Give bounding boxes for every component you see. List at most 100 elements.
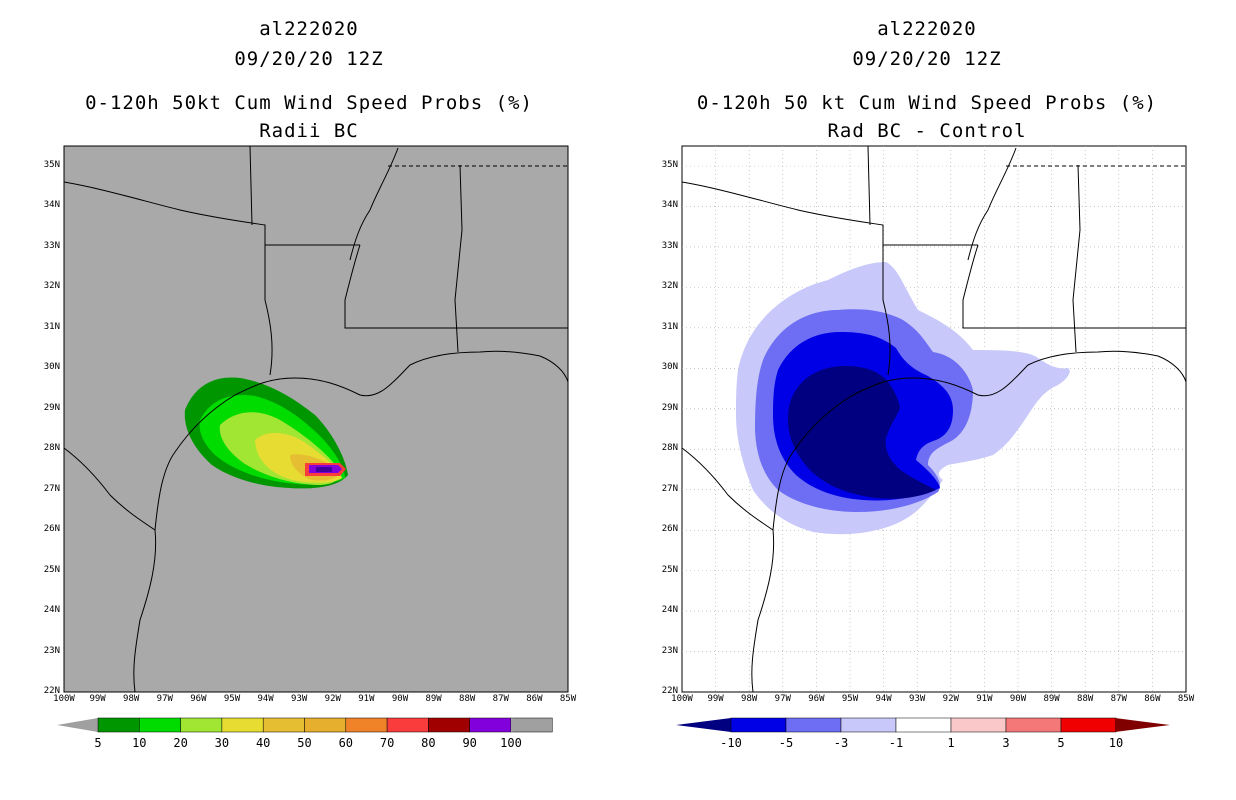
lon-label: 85W (1177, 694, 1195, 704)
diff-contour-minus10 (788, 366, 936, 499)
left-colorbar-label: 30 (214, 736, 230, 750)
lon-label: 93W (909, 694, 926, 704)
lat-label: 33N (43, 240, 60, 251)
lon-label: 92W (324, 694, 341, 704)
lat-label: 31N (43, 321, 60, 332)
left-date: 09/20/20 12Z (234, 48, 384, 70)
left-colorbar-label: 50 (297, 736, 312, 750)
lon-label: 87W (1110, 694, 1127, 704)
right-colorbar-box (840, 717, 897, 733)
gulf-coastline (681, 350, 1187, 693)
left-colorbar-label: 60 (338, 736, 354, 750)
left-colorbar-label: 70 (379, 736, 395, 750)
right-colorbar-low-arrow (676, 718, 731, 732)
left-colorbar-box (428, 717, 470, 733)
left-colorbar-label: 80 (421, 736, 436, 750)
right-colorbar-high-arrow (1115, 718, 1170, 732)
lat-label: 26N (43, 524, 60, 535)
left-colorbar-box (304, 717, 347, 733)
left-panel: al222020 09/20/20 12Z 0-120h 50kt Cum Wi… (43, 18, 577, 750)
lat-label: 25N (43, 564, 60, 575)
gulf-coastline (63, 350, 569, 693)
lon-label: 87W (492, 694, 509, 704)
left-map (63, 145, 569, 693)
right-storm-id: al222020 (877, 18, 977, 40)
right-colorbar-label: 10 (1108, 736, 1124, 750)
lon-label: 88W (1077, 694, 1094, 704)
lat-label: 28N (661, 443, 678, 454)
left-colorbar-box (469, 717, 512, 733)
lat-label: 27N (43, 483, 60, 494)
lon-label: 93W (291, 694, 308, 704)
left-colorbar-box (139, 717, 181, 733)
lon-label: 97W (774, 694, 791, 704)
right-colorbar (676, 717, 1170, 733)
right-colorbar-label: 3 (1002, 736, 1010, 750)
lat-label: 24N (661, 605, 678, 616)
lat-label: 22N (661, 686, 678, 696)
left-colorbar-label: 90 (462, 736, 477, 750)
lat-label: 30N (43, 362, 60, 373)
state-border-tx-la (882, 225, 891, 376)
left-colorbar-low-arrow (57, 718, 98, 732)
left-colorbar-label: 40 (255, 736, 271, 750)
lon-label: 91W (976, 694, 993, 704)
lat-label: 24N (43, 605, 60, 616)
left-colorbar-label: 20 (173, 736, 188, 750)
left-colorbar-box (180, 717, 223, 733)
left-colorbar-box (221, 717, 264, 733)
lat-label: 31N (661, 321, 678, 332)
lat-label: 32N (661, 281, 678, 292)
lat-label: 34N (661, 200, 678, 211)
lat-label: 27N (661, 483, 678, 494)
lon-label: 88W (459, 694, 476, 704)
state-border-tx-ok (63, 181, 360, 246)
lon-label: 86W (1144, 694, 1161, 704)
left-colorbar-label: 10 (132, 736, 147, 750)
lat-label: 34N (43, 200, 60, 211)
lat-label: 33N (661, 240, 678, 251)
lon-label: 97W (156, 694, 173, 704)
state-border-ar-la (962, 244, 1186, 329)
prob-contour-100 (316, 467, 332, 472)
state-border-ms-al (1072, 164, 1081, 353)
lon-label: 95W (223, 694, 241, 704)
lon-label: 94W (257, 694, 274, 704)
right-panel: al222020 09/20/20 12Z 0-120h 50 kt Cum W… (618, 0, 1236, 800)
left-colorbar-label: 100 (500, 736, 522, 750)
right-colorbar-label: -3 (833, 736, 849, 750)
lat-label: 22N (43, 686, 60, 696)
right-colorbar-label: 1 (947, 736, 955, 750)
lon-label: 96W (808, 694, 825, 704)
right-colorbar-label: -10 (720, 736, 742, 750)
lon-label: 95W (841, 694, 859, 704)
left-colorbar-box (386, 717, 429, 733)
left-colorbar-high-arrow (511, 718, 552, 732)
lon-label: 98W (741, 694, 758, 704)
lat-label: 29N (43, 402, 60, 413)
state-border-ms-al (454, 164, 463, 353)
lat-label: 23N (43, 645, 60, 656)
state-border-tx-ok (681, 181, 978, 246)
left-colorbar-box (97, 717, 140, 733)
right-colorbar-box (1005, 717, 1062, 733)
lat-label: 35N (661, 160, 678, 170)
left-colorbar-label: 5 (94, 736, 102, 750)
right-colorbar-label: 5 (1057, 736, 1065, 750)
lon-label: 85W (559, 694, 577, 704)
right-date: 09/20/20 12Z (852, 48, 1002, 70)
state-border-ar-la (344, 244, 568, 329)
lat-label: 28N (43, 443, 60, 454)
lat-label: 26N (661, 524, 678, 535)
left-colorbar-box (345, 717, 388, 733)
lon-label: 90W (391, 694, 409, 704)
state-border-fl (249, 145, 253, 226)
lon-label: 91W (358, 694, 375, 704)
right-colorbar-box (785, 717, 842, 733)
lat-label: 23N (661, 645, 678, 656)
lat-label: 35N (43, 160, 60, 170)
lat-label: 25N (661, 564, 678, 575)
lon-label: 94W (875, 694, 892, 704)
right-colorbar-box (1060, 717, 1117, 733)
lon-label: 86W (526, 694, 543, 704)
